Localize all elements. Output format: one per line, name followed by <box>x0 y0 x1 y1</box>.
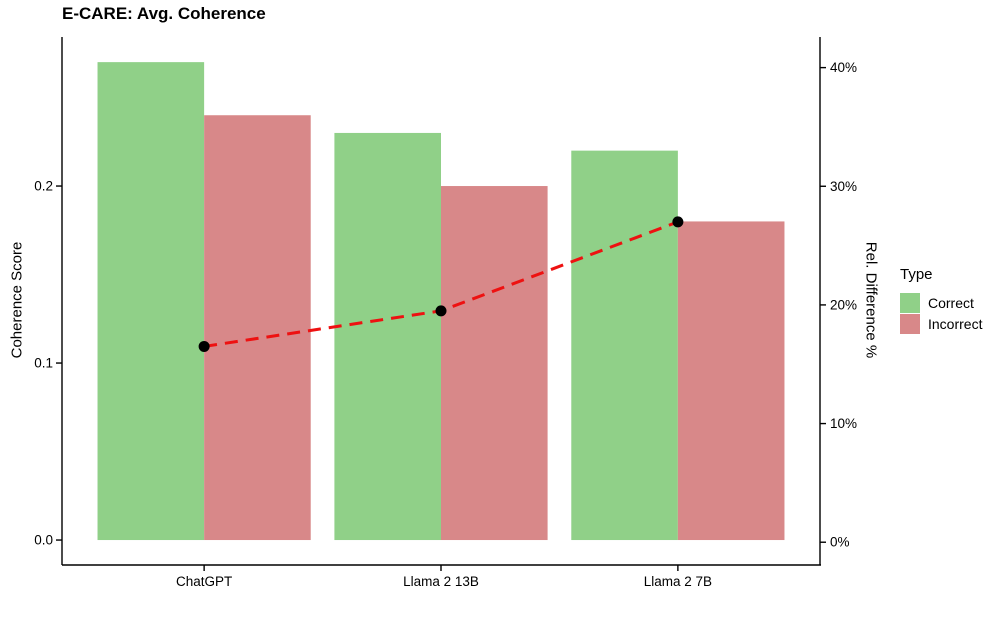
legend-label: Incorrect <box>928 315 983 332</box>
bar-incorrect-llama-2-13b <box>441 186 548 541</box>
bar-incorrect-llama-2-7b <box>677 221 785 541</box>
rel-difference-point-chatgpt <box>198 340 210 352</box>
legend-label: Correct <box>928 294 974 311</box>
x-axis-label-chatgpt: ChatGPT <box>176 574 232 589</box>
right-axis-tick-label: 10% <box>830 416 857 431</box>
legend-swatch-incorrect <box>900 313 920 334</box>
left-axis-tick-label: 0.2 <box>34 179 53 194</box>
legend-items: Correct Incorrect <box>900 292 982 334</box>
legend-title: Type <box>900 266 933 283</box>
bar-incorrect-chatgpt <box>204 115 311 541</box>
legend: Type Correct Incorrect <box>900 266 982 334</box>
rel-difference-point-llama-2-13b <box>435 305 447 317</box>
right-axis-tick-label: 20% <box>830 297 857 312</box>
bar-correct-llama-2-7b <box>571 150 678 541</box>
left-axis-title: Coherence Score <box>8 241 26 359</box>
legend-item-correct: Correct <box>900 292 982 313</box>
x-axis-label-llama-2-13b: Llama 2 13B <box>403 574 479 589</box>
right-axis-tick-label: 0% <box>830 535 850 550</box>
right-axis-title: Rel. Difference % <box>862 241 880 359</box>
legend-item-incorrect: Incorrect <box>900 313 982 334</box>
bar-correct-llama-2-13b <box>334 132 441 541</box>
bar-correct-chatgpt <box>97 62 205 541</box>
legend-swatch-correct <box>900 292 920 313</box>
left-axis-tick-label: 0.0 <box>34 533 53 548</box>
right-axis-tick-label: 30% <box>830 179 857 194</box>
right-axis-tick-label: 40% <box>830 60 857 75</box>
x-axis-label-llama-2-7b: Llama 2 7B <box>644 574 712 589</box>
left-axis-tick-label: 0.1 <box>34 356 53 371</box>
chart-title: E-CARE: Avg. Coherence <box>62 4 266 23</box>
rel-difference-point-llama-2-7b <box>672 216 684 228</box>
